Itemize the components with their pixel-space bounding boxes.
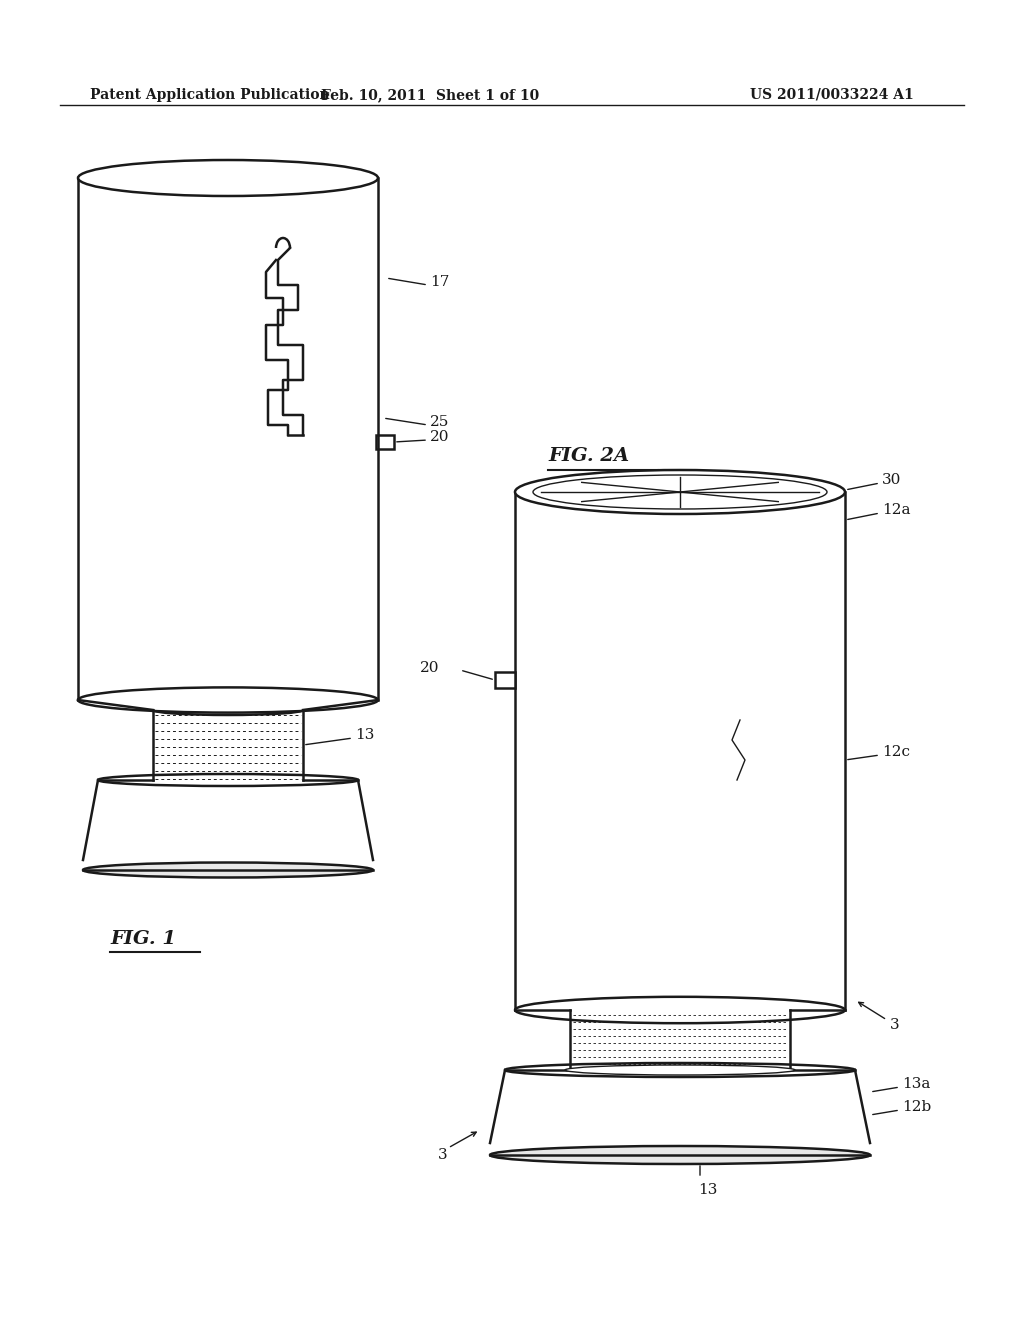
FancyBboxPatch shape: [495, 672, 515, 688]
Text: 12a: 12a: [882, 503, 910, 517]
Text: 3: 3: [890, 1018, 900, 1032]
Text: 25: 25: [430, 414, 450, 429]
FancyBboxPatch shape: [376, 436, 394, 449]
Ellipse shape: [534, 475, 827, 510]
Ellipse shape: [505, 1063, 855, 1077]
Text: US 2011/0033224 A1: US 2011/0033224 A1: [750, 88, 913, 102]
Ellipse shape: [570, 1005, 790, 1016]
Text: 3: 3: [438, 1148, 447, 1162]
Ellipse shape: [515, 470, 845, 513]
Ellipse shape: [83, 862, 373, 878]
Text: 20: 20: [420, 661, 439, 675]
Text: FIG. 1: FIG. 1: [110, 931, 176, 948]
Text: 13: 13: [355, 729, 375, 742]
Ellipse shape: [78, 160, 378, 195]
Ellipse shape: [565, 1065, 795, 1074]
Ellipse shape: [98, 774, 358, 785]
Text: 13: 13: [698, 1183, 718, 1197]
Ellipse shape: [515, 997, 845, 1023]
Text: 20: 20: [430, 430, 450, 444]
Text: 12b: 12b: [902, 1100, 931, 1114]
Ellipse shape: [490, 1146, 870, 1164]
Text: 12c: 12c: [882, 744, 910, 759]
Ellipse shape: [78, 688, 378, 713]
Text: 13a: 13a: [902, 1077, 931, 1092]
Text: Feb. 10, 2011  Sheet 1 of 10: Feb. 10, 2011 Sheet 1 of 10: [321, 88, 539, 102]
Text: FIG. 2A: FIG. 2A: [548, 447, 629, 465]
Text: 30: 30: [882, 473, 901, 487]
Ellipse shape: [153, 705, 303, 715]
Text: 17: 17: [430, 275, 450, 289]
Text: Patent Application Publication: Patent Application Publication: [90, 88, 330, 102]
